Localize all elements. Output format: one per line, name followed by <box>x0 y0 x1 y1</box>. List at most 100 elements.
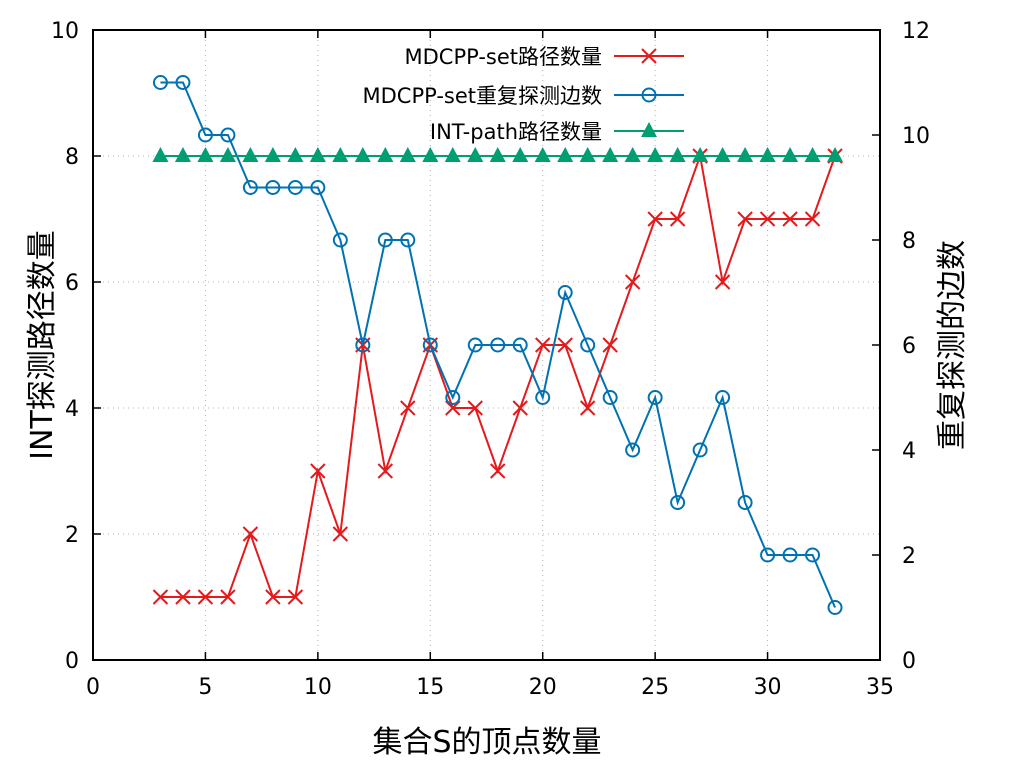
legend-marker-3 <box>641 122 657 137</box>
series-3-point <box>444 147 461 162</box>
series-3-point <box>714 147 731 162</box>
series-3-point <box>309 147 326 162</box>
x-tick-label: 20 <box>529 675 557 700</box>
series-1-point-stroke-b <box>400 400 416 416</box>
series-1-point <box>737 211 753 227</box>
y-axis-title: INT探测路径数量 <box>25 230 60 460</box>
series-1-point-stroke-b <box>490 463 506 479</box>
series-3-point <box>512 147 529 162</box>
series-1-point <box>490 463 506 479</box>
series-2-point <box>782 547 798 563</box>
y-tick-label: 10 <box>51 19 79 44</box>
series-3-point <box>692 147 709 162</box>
series-1-point-stroke-b <box>287 589 304 605</box>
series-2-point <box>692 442 708 458</box>
series-2-point <box>175 75 191 90</box>
series-1-point <box>287 589 304 605</box>
y2-tick-label: 6 <box>902 334 916 359</box>
series-3-point <box>827 147 844 162</box>
series-1-point-stroke-b <box>512 400 528 416</box>
series-1-point <box>782 211 798 227</box>
series-3-point <box>174 147 191 162</box>
series-3-point <box>737 147 754 162</box>
legend-marker-1 <box>641 48 657 64</box>
series-3-point <box>422 147 439 162</box>
series-1-line <box>160 152 836 598</box>
series-3-point <box>287 147 304 162</box>
series-1-point-stroke-b <box>804 211 821 227</box>
series-3-point <box>579 147 596 162</box>
series-1-point <box>512 400 528 416</box>
series-1-point <box>579 400 596 416</box>
series-3-point <box>624 147 641 162</box>
series-2-point <box>445 390 461 405</box>
y-tick-label: 0 <box>65 649 79 674</box>
x-tick-label: 5 <box>198 675 212 700</box>
series-2-point <box>467 337 483 353</box>
series-3-point <box>534 147 551 162</box>
series-1-point <box>467 400 483 416</box>
series-2-point <box>805 547 821 563</box>
series-2-point <box>422 337 438 353</box>
legend-label-2: MDCPP-set重复探测边数 <box>363 84 603 108</box>
series-2-point <box>647 390 663 405</box>
series-2-point <box>512 337 528 353</box>
series-1-point <box>624 274 641 290</box>
x-tick-label: 30 <box>754 675 782 700</box>
grid-lines <box>93 30 880 660</box>
legend-label-1: MDCPP-set路径数量 <box>405 45 603 69</box>
series-1-point <box>804 211 821 227</box>
series-3-point <box>197 147 214 162</box>
series-1-point <box>175 589 191 605</box>
series-1-point <box>535 337 551 353</box>
series-2-line <box>160 81 836 608</box>
series-3-point <box>467 147 484 162</box>
series-1-point-stroke-b <box>310 463 326 479</box>
series-3-point <box>489 147 506 162</box>
legend: MDCPP-set路径数量 MDCPP-set重复探测边数 INT-path路径数量 <box>363 45 684 144</box>
series-3-point <box>557 147 574 162</box>
series-1-point <box>265 589 281 605</box>
series-1-point <box>400 400 416 416</box>
series-1-point <box>714 274 731 290</box>
series-1-point-stroke-b <box>377 463 394 479</box>
series-1-point-stroke-b <box>242 526 259 542</box>
x-tick-label: 0 <box>86 675 100 700</box>
series-1-point-stroke-b <box>467 400 483 416</box>
series-3-point <box>242 147 259 162</box>
series-3-point <box>647 147 664 162</box>
y2-axis-title: 重复探测的边数 <box>935 240 970 450</box>
series-1-point-stroke-b <box>197 589 214 605</box>
series-1-point <box>220 589 236 605</box>
series-1-point-stroke-b <box>714 274 731 290</box>
y-tick-label: 8 <box>65 145 79 170</box>
legend-marker-1-stroke-b <box>641 48 657 64</box>
series-3-point <box>399 147 416 162</box>
series-2-point <box>355 337 371 353</box>
y-tick-label: 6 <box>65 271 79 296</box>
series-2-point <box>557 285 573 300</box>
series-2-point <box>310 180 326 195</box>
series-1-point-stroke-b <box>557 337 573 353</box>
series-1-point-stroke-b <box>579 400 596 416</box>
series-1-point <box>759 211 776 227</box>
series-2-point <box>737 495 753 510</box>
y2-tick-label: 0 <box>902 649 916 674</box>
series-1-point-stroke-b <box>669 211 686 227</box>
series-2-point <box>242 180 258 195</box>
series-1-point-stroke-b <box>535 337 551 353</box>
series-2-point <box>490 337 506 353</box>
series-2-point <box>152 75 168 90</box>
series-3-point <box>377 147 394 162</box>
series-1-point <box>669 211 686 227</box>
series-3 <box>152 147 844 162</box>
x-tick-label: 15 <box>416 675 444 700</box>
series-1-point <box>557 337 573 353</box>
legend-marker-2 <box>641 87 657 103</box>
x-axis-title: 集合S的顶点数量 <box>372 725 601 760</box>
series-1 <box>152 148 843 605</box>
series-1-point-stroke-b <box>782 211 798 227</box>
series-3-point <box>782 147 799 162</box>
series-1-point-stroke-b <box>175 589 191 605</box>
y2-tick-label: 12 <box>902 19 930 44</box>
